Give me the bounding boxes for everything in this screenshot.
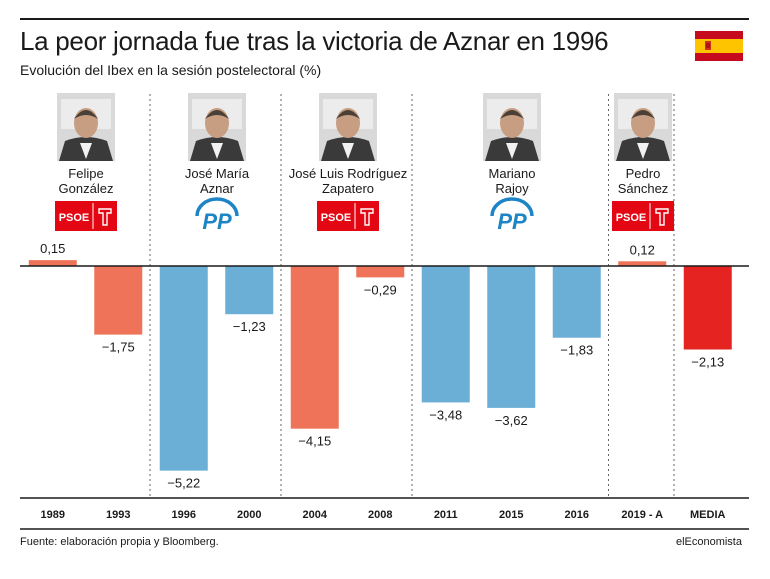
bar-2019-a bbox=[618, 261, 667, 266]
leader-name-line2: Aznar bbox=[200, 181, 235, 196]
x-tick-label: 1996 bbox=[172, 509, 196, 521]
leader-name-line2: Sánchez bbox=[618, 181, 669, 196]
leader-name-line2: Rajoy bbox=[495, 181, 529, 196]
data-label: −5,22 bbox=[167, 476, 200, 491]
pp-logo-text: PP bbox=[202, 209, 232, 234]
bar-1993 bbox=[94, 266, 143, 335]
psoe-logo-icon bbox=[55, 201, 117, 231]
chart-subtitle: Evolución del Ibex en la sesión postelec… bbox=[20, 62, 322, 78]
x-tick-label: 2011 bbox=[434, 509, 458, 521]
x-tick-label: 2015 bbox=[499, 509, 523, 521]
x-tick-label: 1993 bbox=[106, 509, 130, 521]
felipe-gonzalez-photo-icon bbox=[57, 93, 115, 161]
mariano-rajoy-photo-icon bbox=[483, 93, 541, 161]
x-tick-label: 2008 bbox=[368, 509, 392, 521]
psoe-logo-text: PSOE bbox=[321, 212, 352, 224]
leader-name-line2: González bbox=[59, 181, 114, 196]
psoe-logo-icon bbox=[612, 201, 674, 231]
data-label: −1,75 bbox=[102, 340, 135, 355]
leader-name-line1: Felipe bbox=[68, 166, 103, 181]
leader-name-line1: José María bbox=[185, 166, 250, 181]
jose-maria-aznar-photo-icon bbox=[188, 93, 246, 161]
data-label: −0,29 bbox=[364, 282, 397, 297]
data-label: −3,48 bbox=[429, 407, 462, 422]
psoe-logo-icon bbox=[317, 201, 379, 231]
chart-title: La peor jornada fue tras la victoria de … bbox=[20, 26, 609, 56]
x-tick-label: MEDIA bbox=[690, 509, 726, 521]
pp-logo-icon bbox=[490, 197, 534, 217]
data-label: 0,15 bbox=[40, 241, 65, 256]
zapatero-photo-icon bbox=[319, 93, 377, 161]
bar-media bbox=[683, 266, 732, 350]
spain-flag-icon bbox=[695, 31, 743, 61]
bar-2011 bbox=[421, 266, 470, 403]
x-tick-label: 1989 bbox=[41, 509, 65, 521]
bar-2016 bbox=[552, 266, 601, 338]
leader-name-line2: Zapatero bbox=[322, 181, 374, 196]
bar-2000 bbox=[225, 266, 274, 315]
bar-1989 bbox=[28, 260, 77, 266]
source-note: Fuente: elaboración propia y Bloomberg. bbox=[20, 536, 219, 548]
pedro-sanchez-photo-icon bbox=[614, 93, 672, 161]
data-label: −2,13 bbox=[691, 354, 724, 369]
x-tick-label: 2019 - A bbox=[621, 509, 663, 521]
x-tick-label: 2000 bbox=[237, 509, 261, 521]
data-label: −4,15 bbox=[298, 434, 331, 449]
bar-2008 bbox=[356, 266, 405, 278]
data-label: −1,83 bbox=[560, 343, 593, 358]
bar-1996 bbox=[159, 266, 208, 471]
bar-2004 bbox=[290, 266, 339, 429]
data-label: −3,62 bbox=[495, 413, 528, 428]
brand-credit: elEconomista bbox=[675, 536, 742, 548]
data-label: −1,23 bbox=[233, 319, 266, 334]
psoe-logo-text: PSOE bbox=[616, 212, 647, 224]
pp-logo-text: PP bbox=[497, 209, 527, 234]
leader-name-line1: Mariano bbox=[489, 166, 536, 181]
x-tick-label: 2016 bbox=[565, 509, 589, 521]
x-tick-label: 2004 bbox=[303, 509, 328, 521]
psoe-logo-text: PSOE bbox=[59, 212, 90, 224]
pp-logo-icon bbox=[195, 197, 239, 217]
bar-2015 bbox=[487, 266, 536, 408]
leader-name-line1: José Luis Rodríguez bbox=[289, 166, 408, 181]
leader-name-line1: Pedro bbox=[626, 166, 661, 181]
top-rule bbox=[20, 18, 749, 20]
data-label: 0,12 bbox=[630, 242, 655, 257]
